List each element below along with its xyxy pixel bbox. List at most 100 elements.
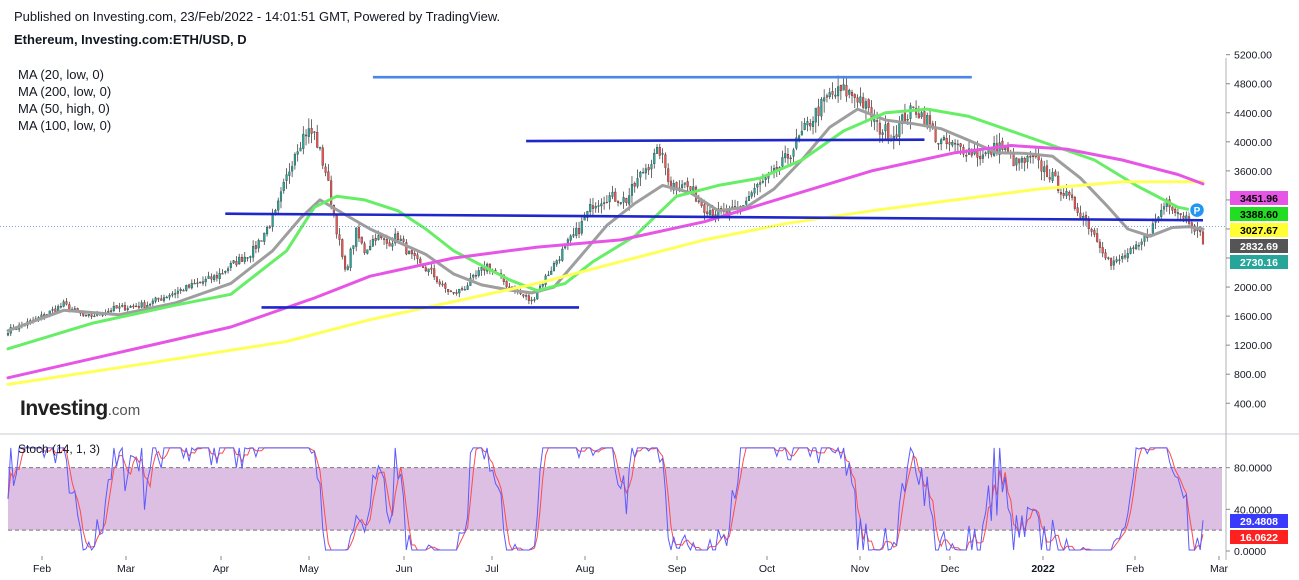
candle-body (1135, 244, 1138, 250)
candle-body (541, 284, 544, 287)
candle-body (633, 183, 636, 187)
candle-body (881, 132, 884, 135)
candle-body (132, 305, 135, 308)
candle-body (586, 211, 589, 218)
candle-body (1090, 228, 1093, 232)
indicator-ma20-label[interactable]: MA (20, low, 0) (18, 67, 104, 82)
candle-body (424, 267, 427, 272)
candle-body (616, 200, 620, 203)
candle-body (243, 256, 246, 262)
candle-body (806, 121, 809, 126)
candle-body (692, 186, 695, 191)
candle-body (839, 84, 842, 92)
candle-body (229, 263, 232, 268)
candle-body (750, 192, 753, 197)
price-tag-label: 2832.69 (1240, 241, 1278, 253)
candle-body (798, 135, 801, 139)
candle-body (84, 315, 88, 317)
pivot-marker-icon[interactable] (1188, 201, 1206, 219)
stoch-k-line[interactable] (7, 446, 1204, 552)
x-tick-label: Jun (396, 563, 413, 575)
candle-body (430, 267, 433, 270)
x-tick-label: Sep (668, 563, 687, 575)
trendline-3[interactable] (225, 212, 1204, 222)
candle-body (1162, 206, 1166, 210)
candle-body (62, 301, 65, 307)
candle-body (171, 293, 174, 296)
candle-body (789, 157, 792, 160)
candle-body (781, 157, 784, 167)
candle-body (784, 153, 787, 159)
candle-body (435, 276, 439, 282)
stoch-tick-label: 40.0000 (1234, 504, 1272, 516)
price-tag-label: 3027.67 (1240, 225, 1278, 237)
price-tick-label: 1200.00 (1234, 340, 1272, 352)
candle-body (1048, 177, 1051, 180)
candle-body (859, 96, 862, 104)
pivot-marker-label: P (1194, 206, 1201, 217)
candle-body (288, 171, 291, 176)
trendline-2[interactable] (526, 138, 925, 143)
ma20-line[interactable] (6, 107, 1205, 333)
candle-body (895, 134, 898, 138)
candle-body (1023, 158, 1026, 163)
ma200-line[interactable] (6, 107, 1205, 351)
candle-body (215, 274, 218, 279)
candle-body (143, 302, 146, 308)
candle-body (614, 191, 617, 202)
candle-body (341, 239, 344, 257)
candle-body (1126, 253, 1129, 259)
indicator-ma200-label[interactable]: MA (200, low, 0) (18, 84, 112, 99)
candle-body (594, 206, 597, 209)
indicator-ma50-label[interactable]: MA (50, high, 0) (18, 101, 110, 116)
candle-body (945, 138, 948, 145)
candle-body (923, 111, 926, 126)
candle-body (1151, 223, 1154, 234)
candle-body (382, 238, 386, 240)
candle-body (759, 182, 762, 185)
candle-body (820, 99, 823, 117)
x-tick-label: Oct (759, 563, 775, 575)
candle-body (876, 120, 879, 122)
candle-body (550, 270, 553, 275)
candle-body (569, 235, 572, 241)
candle-body (708, 210, 712, 215)
ma50-line[interactable] (6, 180, 1205, 386)
candle-body (168, 295, 171, 298)
candle-body (814, 107, 817, 123)
candle-body (689, 186, 692, 191)
candle-body (605, 201, 608, 204)
candle-body (800, 130, 803, 136)
candle-body (460, 288, 464, 290)
candle-body (299, 147, 302, 152)
candle-body (591, 205, 595, 209)
x-tick-label: Mar (1210, 563, 1229, 575)
price-tag (1230, 223, 1288, 237)
candle-body (263, 232, 266, 242)
indicator-ma100-label[interactable]: MA (100, low, 0) (18, 118, 112, 133)
candle-body (850, 92, 854, 96)
candle-body (937, 143, 940, 145)
candle-body (1073, 197, 1076, 209)
candle-body (112, 305, 115, 312)
candle-body (867, 99, 870, 108)
candle-body (522, 294, 525, 297)
candle-body (577, 228, 581, 234)
candle-body (249, 256, 252, 258)
candle-body (363, 243, 366, 254)
candle-body (355, 227, 358, 247)
candle-body (561, 248, 564, 261)
price-tick-label: 5200.00 (1234, 50, 1272, 62)
candle-body (360, 236, 363, 244)
symbol-title: Ethereum, Investing.com:ETH/USD, D (14, 32, 247, 47)
candle-body (611, 191, 614, 197)
price-tick-label: 2000.00 (1234, 282, 1272, 294)
stoch-indicator-label[interactable]: Stoch (14, 1, 3) (18, 442, 101, 456)
price-tick-label: 4800.00 (1234, 79, 1272, 91)
candle-body (282, 182, 285, 191)
candle-body (608, 195, 611, 203)
ma100-line[interactable] (6, 144, 1205, 380)
candle-body (157, 297, 160, 300)
candle-body (1029, 156, 1032, 158)
